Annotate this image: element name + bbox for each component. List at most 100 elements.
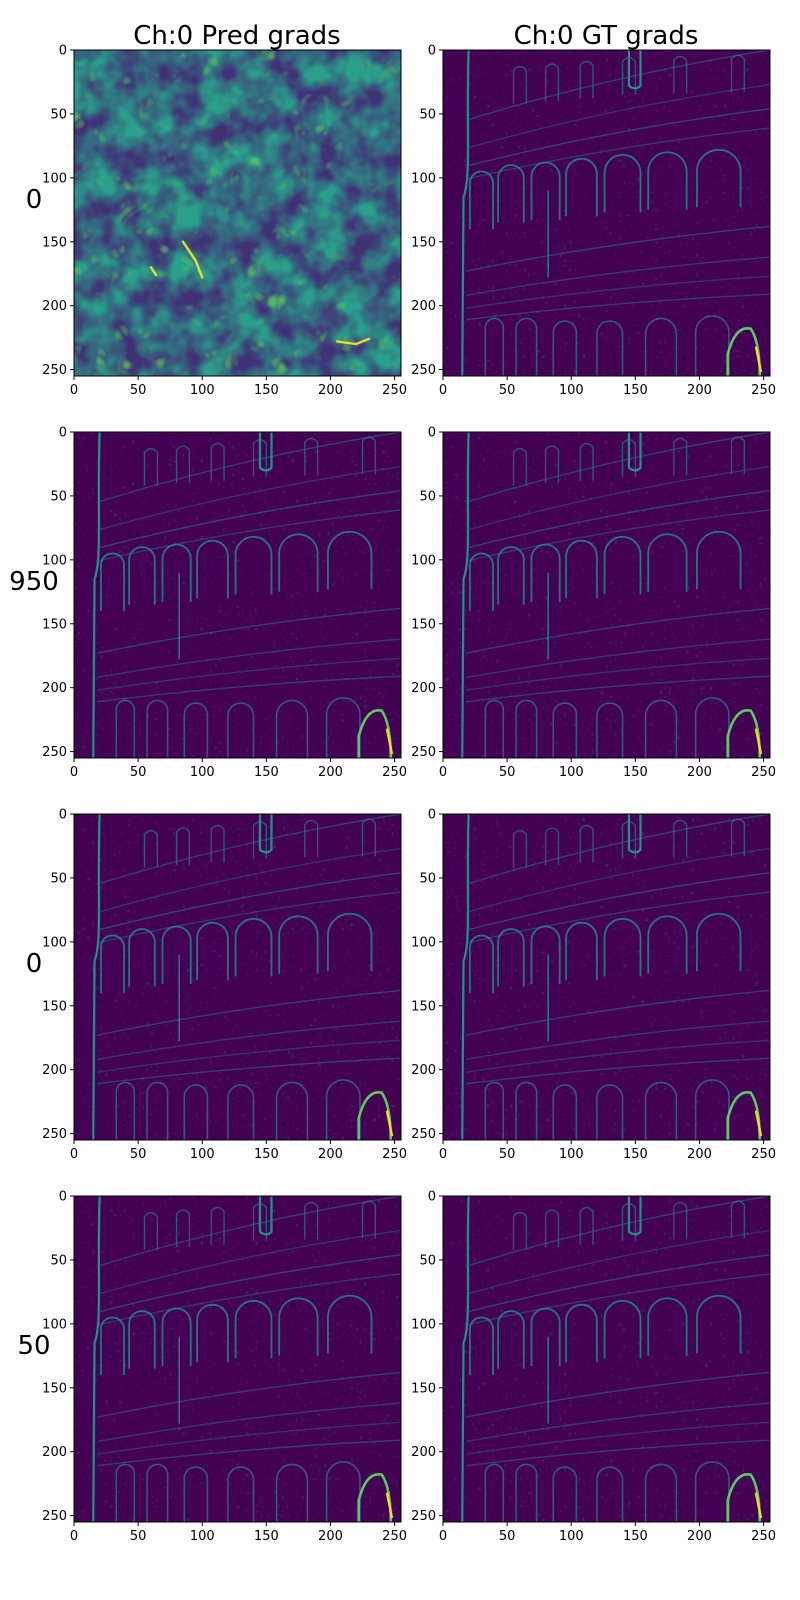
row-label-0: 0 [26, 185, 43, 215]
window-edge [143, 1211, 159, 1250]
edge-contour [465, 1273, 770, 1326]
x-tick-label: 200 [687, 383, 712, 398]
arch-edge [183, 702, 209, 758]
arch-edge [497, 546, 525, 605]
y-tick-label: 0 [428, 44, 436, 59]
arch-edge [183, 1084, 209, 1140]
edge-contour [465, 275, 770, 309]
arch-edge [327, 912, 373, 972]
window-edge [175, 827, 191, 866]
arch-edge [530, 925, 561, 985]
arch-edge [196, 921, 229, 981]
edge-contour [96, 1439, 401, 1467]
edge-contour [92, 814, 101, 1140]
arch-edge [146, 1463, 169, 1522]
edge-contour [96, 1402, 401, 1443]
edge-contour [465, 1254, 770, 1314]
x-tick-label: 250 [382, 1147, 407, 1162]
window-edge [544, 63, 560, 102]
edge-contour [96, 847, 401, 914]
edge-contour [96, 432, 401, 503]
window-edge [579, 442, 594, 481]
y-tick-label: 150 [42, 617, 67, 632]
x-tick-label: 150 [623, 1147, 648, 1162]
arch-edge [227, 1466, 255, 1522]
arch-edge [497, 164, 525, 223]
x-tick-label: 100 [190, 765, 215, 780]
arch-edge [325, 1079, 361, 1140]
edge-contour [465, 1439, 770, 1467]
axes-frame [73, 49, 402, 377]
arch-edge [694, 1461, 730, 1522]
x-tick-label: 50 [130, 1529, 147, 1544]
arch-edge [115, 699, 136, 758]
edge-contour [96, 1020, 401, 1061]
window-edge [627, 814, 642, 854]
arch-edge [565, 539, 598, 599]
arch-edge [275, 1463, 309, 1522]
arch-edge [565, 921, 598, 981]
peak-edge [754, 1492, 763, 1519]
arch-edge [596, 1466, 624, 1522]
arch-edge [128, 1310, 156, 1369]
arch-edge [278, 533, 319, 592]
arch-edge [161, 925, 192, 985]
y-tick-label: 100 [42, 171, 67, 186]
arch-edge [327, 1294, 373, 1354]
arch-edge [275, 1081, 309, 1140]
window-edge [361, 818, 377, 857]
heatmap-texture [443, 50, 770, 376]
x-tick-label: 100 [190, 1147, 215, 1162]
edge-contour [465, 256, 770, 297]
edge-contour [465, 465, 770, 532]
arch-edge [484, 317, 505, 376]
peak-edge [754, 728, 763, 755]
y-tick-label: 150 [411, 617, 436, 632]
arch-edge [115, 1463, 136, 1522]
window-edge [304, 437, 319, 476]
arch-edge [161, 543, 192, 603]
y-tick-label: 50 [50, 107, 67, 122]
edge-contour [96, 1039, 401, 1073]
window-edge [627, 50, 642, 90]
arch-edge [552, 1084, 578, 1140]
y-tick-label: 200 [42, 1445, 67, 1460]
y-tick-label: 50 [419, 871, 436, 886]
edge-contour [465, 1371, 770, 1418]
window-edge [730, 818, 746, 857]
x-tick-label: 100 [559, 1529, 584, 1544]
arch-edge [234, 535, 273, 595]
edge-contour [96, 1421, 401, 1455]
arch-edge [696, 912, 742, 972]
y-tick-label: 200 [42, 299, 67, 314]
x-tick-label: 50 [130, 765, 147, 780]
arch-edge [469, 552, 494, 611]
window-edge [544, 1209, 560, 1248]
heatmap-highlight [74, 50, 401, 376]
edge-map [443, 814, 770, 1140]
y-tick-label: 200 [42, 1063, 67, 1078]
peak-edge [385, 728, 394, 755]
arch-edge [325, 697, 361, 758]
arch-edge [196, 1303, 229, 1363]
arch-edge [696, 148, 742, 208]
y-tick-label: 150 [411, 235, 436, 250]
window-edge [512, 1211, 528, 1250]
edge-contour [465, 127, 770, 180]
edge-contour [465, 675, 770, 703]
arch-edge [227, 702, 255, 758]
arch-edge [565, 157, 598, 217]
window-edge [673, 55, 688, 94]
arch-edge [100, 934, 125, 993]
y-tick-label: 50 [419, 489, 436, 504]
edge-contour [465, 607, 770, 654]
y-tick-label: 150 [42, 1381, 67, 1396]
y-tick-label: 150 [42, 235, 67, 250]
x-tick-label: 250 [382, 765, 407, 780]
arch-edge [275, 699, 309, 758]
edge-contour [465, 638, 770, 679]
window-edge [579, 824, 594, 863]
